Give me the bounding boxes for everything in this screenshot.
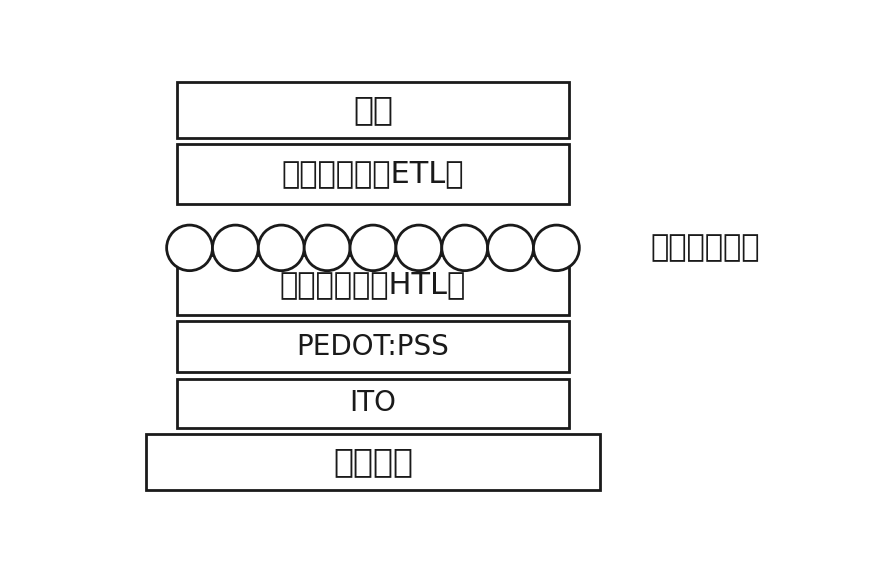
Ellipse shape — [212, 225, 258, 271]
Ellipse shape — [167, 225, 212, 271]
Ellipse shape — [304, 225, 350, 271]
Text: 玻璃基底: 玻璃基底 — [333, 446, 413, 478]
Bar — [177, 321, 569, 372]
Bar — [177, 255, 569, 315]
Ellipse shape — [533, 225, 580, 271]
Ellipse shape — [488, 225, 533, 271]
Text: ITO: ITO — [349, 389, 396, 417]
Text: 电子传输层（ETL）: 电子传输层（ETL） — [282, 160, 464, 189]
Bar — [177, 82, 569, 137]
Bar — [147, 434, 600, 490]
Text: 阴极: 阴极 — [353, 94, 393, 126]
Text: PEDOT:PSS: PEDOT:PSS — [297, 333, 450, 361]
Text: 空穴传输层（HTL）: 空穴传输层（HTL） — [280, 270, 466, 300]
Ellipse shape — [396, 225, 442, 271]
Ellipse shape — [350, 225, 396, 271]
Ellipse shape — [442, 225, 488, 271]
Bar — [177, 144, 569, 204]
Ellipse shape — [258, 225, 304, 271]
Bar — [177, 379, 569, 428]
Text: 量子点发光层: 量子点发光层 — [650, 233, 760, 262]
